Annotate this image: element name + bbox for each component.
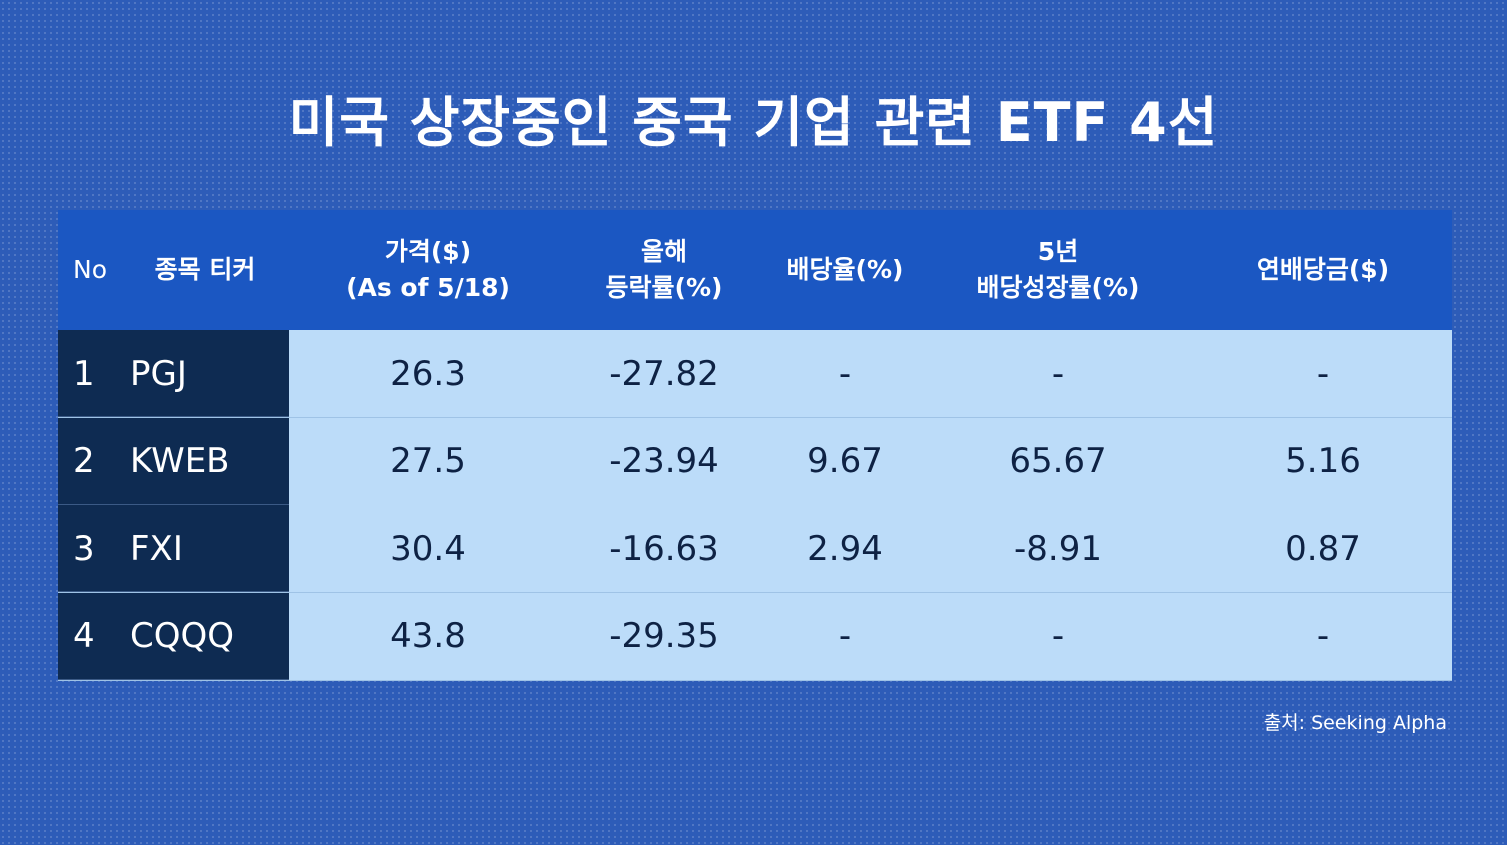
table-cell: -8.91 bbox=[1014, 528, 1102, 569]
table-cell: - bbox=[838, 353, 852, 394]
table-cell: 5.16 bbox=[1285, 441, 1361, 481]
table-cell: 2 bbox=[73, 441, 95, 481]
table-cell: 3 bbox=[73, 528, 95, 569]
row-lead bbox=[58, 330, 289, 417]
table-cell: 2.94 bbox=[807, 528, 883, 569]
header-line: 배당율(%) bbox=[786, 255, 904, 284]
table-cell: 27.5 bbox=[390, 441, 466, 481]
header-line: 종목 티커 bbox=[154, 255, 256, 284]
title: 미국 상장중인 중국 기업 관련 ETF 4선 bbox=[288, 91, 1219, 154]
header-line: 연배당금($) bbox=[1256, 255, 1390, 284]
header-cell: 종목 티커 bbox=[130, 210, 280, 330]
table-cell: -23.94 bbox=[609, 441, 719, 481]
table-row: 3 FXI 30.4 -16.63 2.94 -8.91 0.87 bbox=[58, 505, 1452, 593]
table-cell: 9.67 bbox=[807, 441, 883, 481]
table-row: 1 PGJ 26.3 -27.82 - - - bbox=[58, 330, 1452, 418]
row-lead bbox=[58, 592, 289, 680]
table-cell: 43.8 bbox=[390, 616, 466, 656]
row-lead bbox=[58, 417, 289, 505]
header-cell: 연배당금($) bbox=[1223, 210, 1423, 330]
table-cell: 26.3 bbox=[390, 353, 466, 394]
table-cell: -16.63 bbox=[609, 528, 719, 569]
table-cell: PGJ bbox=[130, 353, 187, 394]
table-row: 4 CQQQ 43.8 -29.35 - - - bbox=[58, 592, 1452, 681]
table-cell: FXI bbox=[130, 528, 183, 569]
table-cell: - bbox=[1316, 353, 1330, 394]
header-line: 등락률(%) bbox=[605, 273, 723, 302]
table-cell: 65.67 bbox=[1009, 441, 1107, 481]
table-cell: CQQQ bbox=[130, 616, 235, 656]
table-cell: 4 bbox=[73, 616, 95, 656]
table-row: 2 KWEB 27.5 -23.94 9.67 65.67 5.16 bbox=[58, 417, 1452, 506]
table-cell: -29.35 bbox=[609, 616, 719, 656]
table-cell: - bbox=[1051, 353, 1065, 394]
table-cell: 30.4 bbox=[390, 528, 466, 569]
header-cell: No bbox=[73, 210, 123, 330]
table-cell: - bbox=[1051, 616, 1065, 656]
header-cell: 배당율(%) bbox=[765, 210, 925, 330]
header-line: (As of 5/18) bbox=[346, 273, 510, 302]
header-line: 올해 bbox=[640, 237, 687, 266]
table-cell: - bbox=[1316, 616, 1330, 656]
row-lead bbox=[58, 505, 289, 592]
table-cell: 1 bbox=[73, 353, 95, 394]
table-cell: - bbox=[838, 616, 852, 656]
header-cell: 가격($) (As of 5/18) bbox=[328, 210, 528, 330]
table-cell: 0.87 bbox=[1285, 528, 1361, 569]
source: 출처: Seeking Alpha bbox=[1263, 712, 1447, 734]
header-line: No bbox=[73, 255, 107, 284]
table-cell: -27.82 bbox=[609, 353, 719, 394]
header-line: 배당성장률(%) bbox=[976, 273, 1140, 302]
table-cell: KWEB bbox=[130, 441, 230, 481]
header-line: 가격($) bbox=[384, 237, 472, 266]
header-line: 5년 bbox=[1037, 237, 1079, 266]
